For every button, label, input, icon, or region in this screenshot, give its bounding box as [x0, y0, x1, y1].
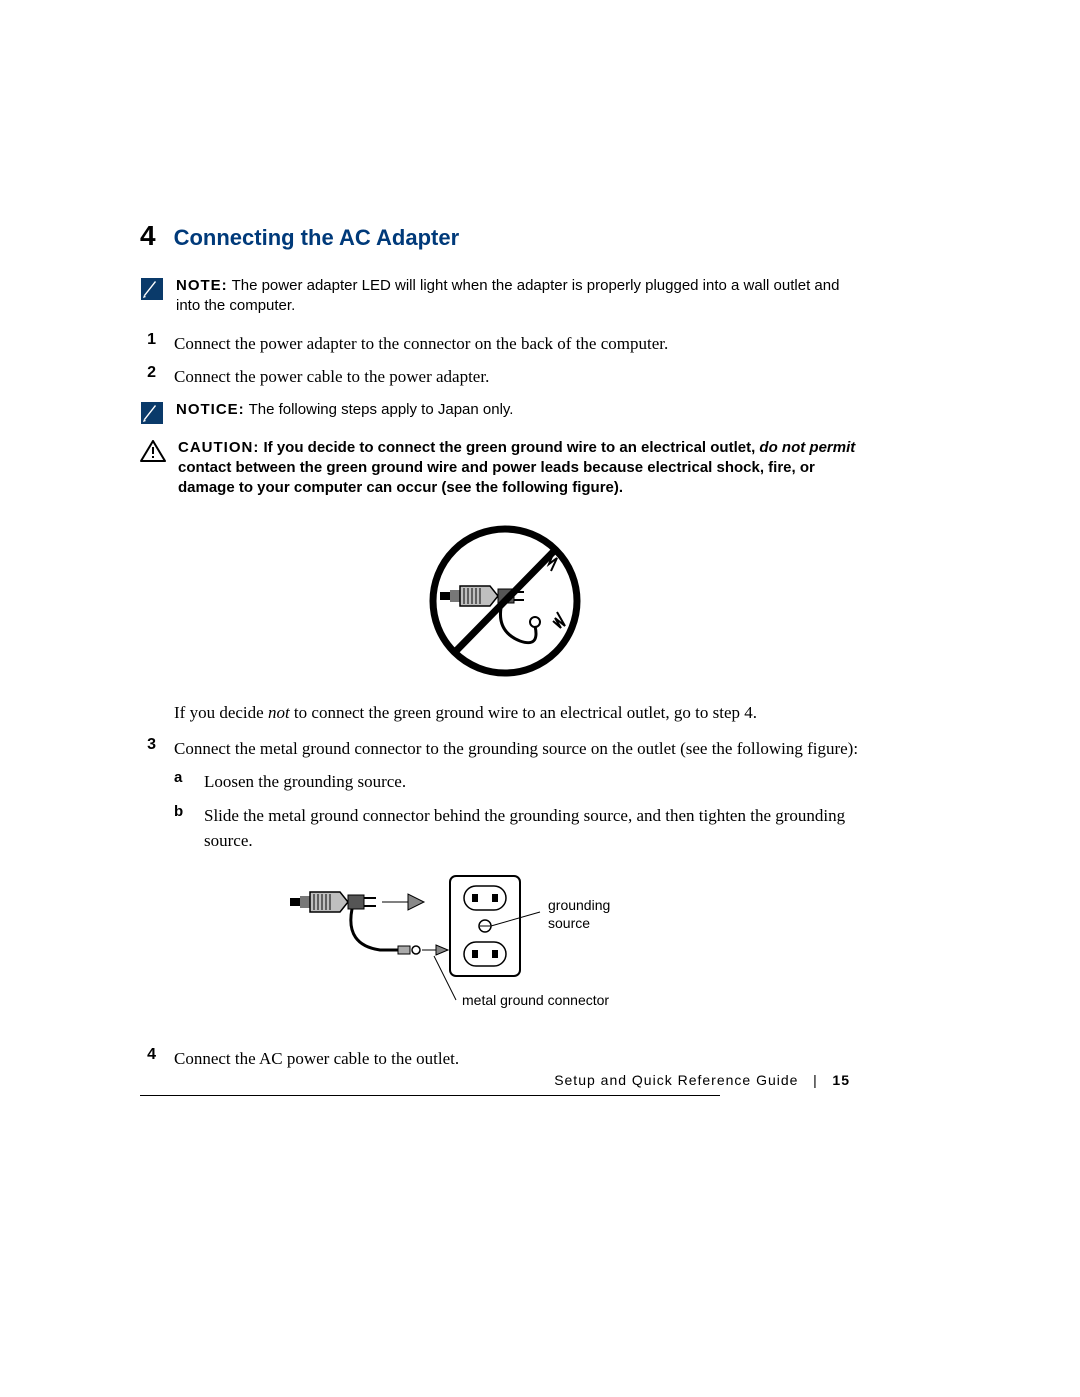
step-text-3: Connect the metal ground connector to th…	[174, 736, 860, 762]
page-footer: Setup and Quick Reference Guide | 15	[554, 1072, 850, 1088]
step-marker-1: 1	[140, 331, 156, 357]
footer-sep: |	[813, 1072, 818, 1088]
caution-post: contact between the green ground wire an…	[178, 459, 815, 496]
section-title: Connecting the AC Adapter	[174, 225, 460, 251]
substep-text-a: Loosen the grounding source.	[204, 769, 860, 795]
divider	[140, 1095, 720, 1096]
section-number: 4	[140, 220, 156, 252]
figure-outlet: grounding source metal ground connector	[140, 872, 860, 1032]
note-text: NOTE: The power adapter LED will light w…	[176, 276, 860, 317]
caution-icon	[140, 438, 166, 462]
notice-text: NOTICE: The following steps apply to Jap…	[176, 400, 860, 420]
note-label: NOTE:	[176, 277, 228, 294]
notice-icon	[140, 400, 164, 424]
note-icon	[140, 276, 164, 300]
substep-marker-b: b	[174, 803, 188, 854]
fig2-label1-line2: source	[548, 915, 590, 931]
notice-label: NOTICE:	[176, 401, 245, 418]
note-body: The power adapter LED will light when th…	[176, 277, 839, 314]
step-text-4: Connect the AC power cable to the outlet…	[174, 1046, 860, 1072]
caution-italic: do not permit	[759, 439, 855, 456]
substep-text-b: Slide the metal ground connector behind …	[204, 803, 860, 854]
caution-text: CAUTION: If you decide to connect the gr…	[178, 438, 860, 499]
figure-prohibited	[140, 516, 860, 686]
fig2-label2: metal ground connector	[462, 992, 609, 1008]
step-text-1: Connect the power adapter to the connect…	[174, 331, 860, 357]
caution-label: CAUTION:	[178, 439, 259, 456]
substep-marker-a: a	[174, 769, 188, 795]
not-post: to connect the green ground wire to an e…	[290, 703, 757, 722]
fig2-label1-line1: grounding	[548, 897, 610, 913]
footer-page-number: 15	[832, 1072, 850, 1088]
step-marker-3: 3	[140, 736, 156, 762]
not-pre: If you decide	[174, 703, 268, 722]
step-marker-2: 2	[140, 364, 156, 390]
step-text-2: Connect the power cable to the power ada…	[174, 364, 860, 390]
notice-body: The following steps apply to Japan only.	[249, 401, 514, 418]
caution-pre: If you decide to connect the green groun…	[264, 439, 760, 456]
body-decide-not: If you decide not to connect the green g…	[174, 700, 860, 726]
step-marker-4: 4	[140, 1046, 156, 1072]
not-italic: not	[268, 703, 290, 722]
footer-guide: Setup and Quick Reference Guide	[554, 1072, 798, 1088]
